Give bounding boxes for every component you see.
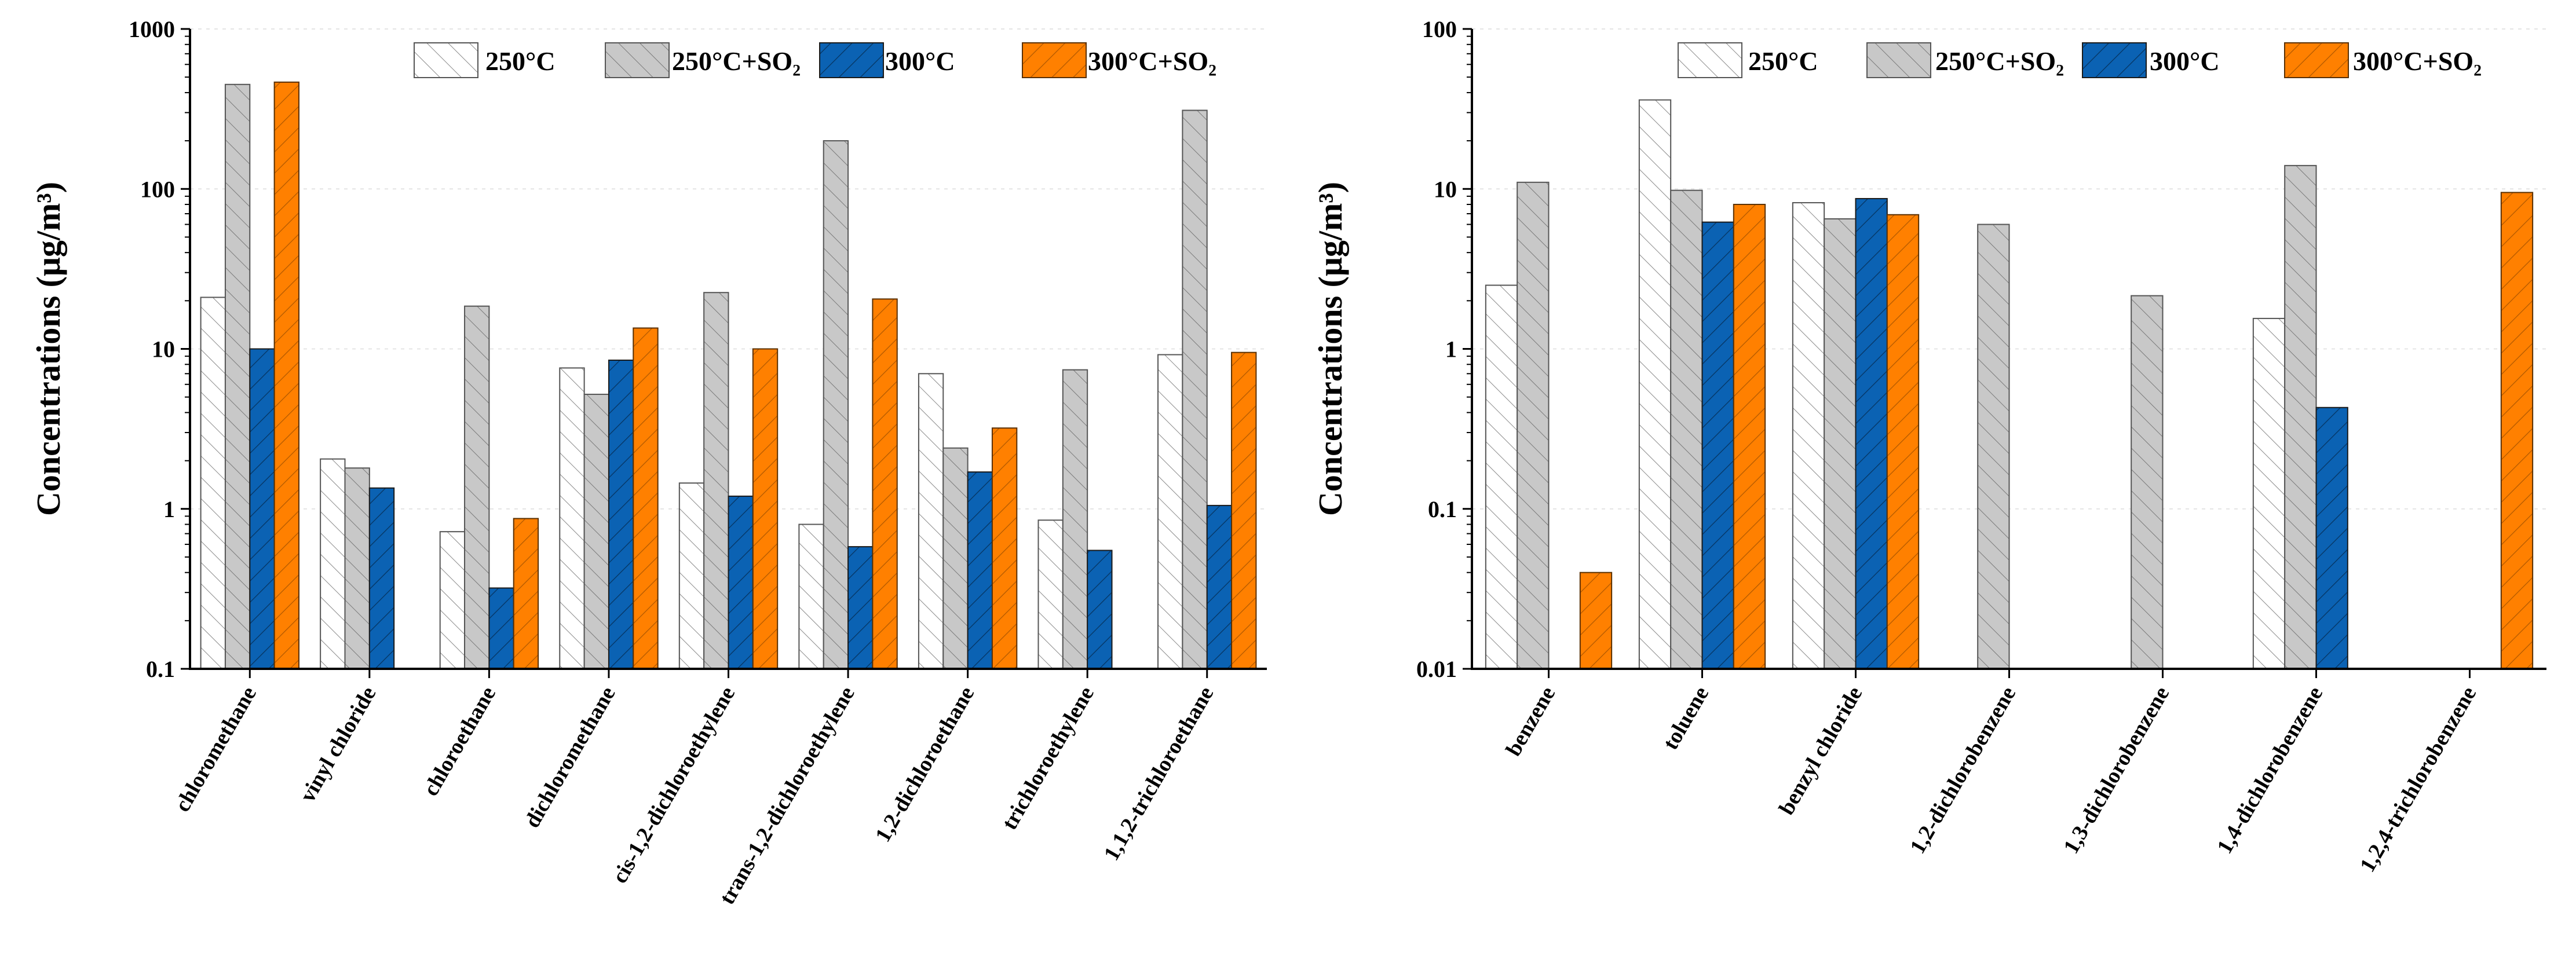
- legend-label: 300°C+SO₂: [2353, 46, 2482, 76]
- bar-1-2-dichloroethane-series-0: [918, 373, 944, 670]
- bar-cis-1-2-dichloroethylene-series-0: [678, 482, 705, 670]
- y-tick-label: 1000: [129, 16, 175, 42]
- bar-chloromethane-series-1: [224, 83, 251, 669]
- x-tick-label: 1,3-dichlorobenzene: [2059, 683, 2174, 858]
- legend-label: 250°C+SO₂: [672, 46, 801, 76]
- chart-right: benzene toluene benzyl chloride 1,2-dichlor…: [1311, 16, 2546, 876]
- legend-label: 300°C: [2150, 46, 2220, 76]
- x-tick-label: vinyl chloride: [295, 683, 381, 807]
- bar-1-1-2-trichloroethane-series-3: [1231, 351, 1257, 669]
- x-tick-label: 1,1,2-trichloroethane: [1099, 683, 1219, 865]
- bar-trichloroethylene-series-2: [1087, 550, 1113, 669]
- y-tick-label: 10: [1434, 176, 1457, 202]
- legend-label: 250°C: [1748, 46, 1818, 76]
- bar-chloroethane-series-0: [439, 531, 466, 670]
- bar-vinyl-chloride-series-2: [368, 487, 395, 669]
- bar-dichloromethane-series-3: [633, 327, 659, 669]
- x-tick-label: chloromethane: [170, 683, 261, 816]
- bar-1-1-2-trichloroethane-series-0: [1157, 354, 1183, 669]
- bar-1-2-dichlorobenzene-series-1: [1977, 224, 2010, 669]
- bar-cis-1-2-dichloroethylene-series-1: [703, 292, 729, 669]
- bar-dichloromethane-series-0: [559, 367, 585, 669]
- x-tick-label: 1,2,4-trichlorobenzene: [2355, 683, 2482, 877]
- bar-trans-1-2-dichloroethylene-series-2: [847, 546, 874, 670]
- bar-1-4-dichlorobenzene-series-2: [2315, 407, 2348, 669]
- bar-trans-1-2-dichloroethylene-series-3: [872, 298, 898, 669]
- bar-toluene-series-2: [1701, 221, 1734, 669]
- y-axis-title: Concentrations (μg/m³): [1311, 182, 1349, 516]
- x-tick-label: chloroethane: [419, 683, 501, 800]
- y-axis-title: Concentrations (μg/m³): [30, 182, 67, 516]
- bar-chloroethane-series-2: [488, 587, 514, 670]
- y-tick-label: 0.01: [1416, 656, 1457, 682]
- x-tick-label: dichloromethane: [520, 683, 620, 832]
- bar-vinyl-chloride-series-0: [320, 458, 346, 669]
- legend-swatch: [1022, 42, 1087, 78]
- bar-chloroethane-series-3: [513, 518, 539, 670]
- x-tick-label: 1,4-dichlorobenzene: [2212, 683, 2327, 858]
- y-tick-label: 0.1: [1428, 496, 1457, 522]
- bar-1-1-2-trichloroethane-series-1: [1182, 109, 1208, 669]
- legend-label: 300°C: [885, 46, 955, 76]
- bar-toluene-series-3: [1733, 204, 1766, 670]
- legend-swatch: [1866, 42, 1931, 78]
- bar-1-2-4-trichlorobenzene-series-3: [2500, 192, 2534, 669]
- bar-toluene-series-1: [1670, 189, 1703, 670]
- bar-1-4-dichlorobenzene-series-0: [2252, 317, 2286, 669]
- bar-benzene-series-0: [1485, 284, 1518, 669]
- y-tick-label: 100: [1422, 16, 1457, 42]
- bar-benzyl-chloride-series-2: [1855, 197, 1888, 669]
- x-tick-label: trans-1,2-dichloroethylene: [715, 683, 860, 909]
- bar-chloromethane-series-0: [200, 296, 226, 669]
- x-tick-label: cis-1,2-dichloroethylene: [608, 683, 740, 888]
- y-tick-label: 10: [152, 336, 175, 363]
- bar-benzyl-chloride-series-1: [1824, 218, 1857, 669]
- bar-1-3-dichlorobenzene-series-1: [2131, 295, 2164, 669]
- y-tick-label: 1: [1445, 336, 1457, 363]
- legend-label: 250°C+SO₂: [1935, 46, 2064, 76]
- legend-swatch: [1678, 42, 1742, 78]
- bar-trichloroethylene-series-1: [1062, 369, 1088, 669]
- legend-swatch: [2082, 42, 2147, 78]
- bar-1-2-dichloroethane-series-1: [942, 447, 969, 670]
- bar-1-2-dichloroethane-series-3: [991, 427, 1018, 669]
- bar-1-1-2-trichloroethane-series-2: [1206, 504, 1233, 670]
- bar-chloromethane-series-2: [249, 348, 275, 669]
- y-tick-label: 1: [163, 496, 175, 522]
- bar-benzyl-chloride-series-3: [1886, 214, 1920, 669]
- y-tick-label: 100: [140, 176, 175, 202]
- bar-cis-1-2-dichloroethylene-series-3: [752, 348, 779, 669]
- bar-dichloromethane-series-1: [583, 393, 609, 670]
- bar-1-2-dichloroethane-series-2: [967, 471, 993, 670]
- bar-vinyl-chloride-series-1: [344, 467, 370, 669]
- legend-swatch: [605, 42, 670, 78]
- bar-benzene-series-3: [1579, 572, 1613, 669]
- x-tick-label: trichloroethylene: [997, 683, 1099, 834]
- bar-trans-1-2-dichloroethylene-series-1: [823, 140, 849, 670]
- x-tick-label: benzene: [1501, 683, 1560, 760]
- bar-dichloromethane-series-2: [608, 359, 634, 669]
- chart-left: chloromethane vinyl chloride chloroethane d…: [30, 16, 1267, 909]
- legend-label: 300°C+SO₂: [1088, 46, 1216, 76]
- x-tick-label: 1,2-dichloroethane: [871, 683, 979, 847]
- legend-swatch: [2284, 42, 2349, 78]
- bar-chloroethane-series-1: [464, 305, 490, 669]
- bar-benzyl-chloride-series-0: [1792, 202, 1825, 670]
- y-tick-label: 0.1: [146, 656, 175, 682]
- x-tick-label: 1,2-dichlorobenzene: [1905, 683, 2020, 858]
- legend-swatch: [819, 42, 884, 78]
- x-tick-label: toluene: [1658, 683, 1713, 754]
- bar-cis-1-2-dichloroethylene-series-2: [728, 495, 754, 669]
- legend-label: 250°C: [485, 46, 556, 76]
- bar-toluene-series-0: [1638, 99, 1672, 670]
- x-tick-label: benzyl chloride: [1774, 683, 1867, 819]
- bar-chloromethane-series-3: [273, 81, 299, 669]
- bar-trichloroethylene-series-0: [1037, 519, 1064, 670]
- legend-swatch: [414, 42, 478, 78]
- bar-benzene-series-1: [1517, 181, 1550, 670]
- bar-trans-1-2-dichloroethylene-series-0: [798, 523, 824, 669]
- bar-1-4-dichlorobenzene-series-1: [2284, 164, 2317, 669]
